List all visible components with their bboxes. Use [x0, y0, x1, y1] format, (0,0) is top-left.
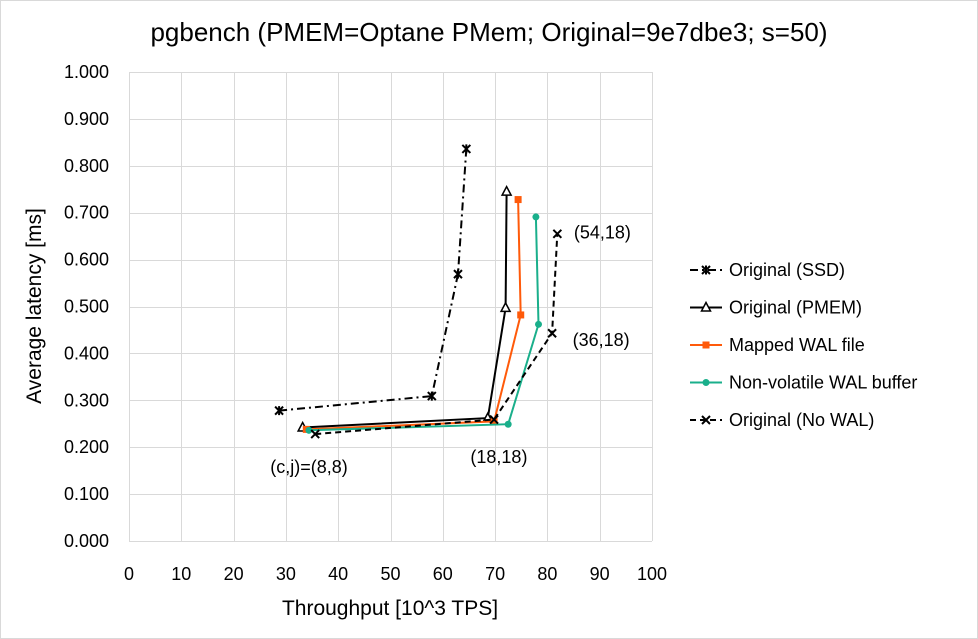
y-tick-label: 0.300: [64, 390, 109, 410]
point-annotation: (18,18): [470, 447, 527, 467]
data-point: [532, 213, 540, 221]
chart-title: pgbench (PMEM=Optane PMem; Original=9e7d…: [150, 17, 827, 47]
legend-entry: Mapped WAL file: [690, 335, 865, 355]
data-point: [490, 417, 498, 425]
plot-series: [274, 144, 563, 439]
legend: Original (SSD) Original (PMEM) Mapped WAL …: [690, 260, 917, 430]
y-tick-label: 0.200: [64, 437, 109, 457]
y-axis-title: Average latency [ms]: [23, 208, 46, 404]
x-tick-label: 80: [537, 564, 557, 584]
legend-marker: [700, 300, 712, 312]
point-annotation: (36,18): [573, 330, 630, 350]
legend-label: Original (PMEM): [729, 298, 862, 318]
data-point: [461, 144, 472, 154]
series-line: [306, 199, 522, 431]
y-tick-label: 0.400: [64, 343, 109, 363]
y-tick-label: 0.000: [64, 531, 109, 551]
legend-marker: [701, 265, 711, 275]
y-tick-label: 0.900: [64, 109, 109, 129]
data-point: [453, 269, 463, 279]
legend-marker: [702, 379, 710, 386]
data-point: [535, 320, 543, 328]
series-line: [315, 233, 559, 436]
data-point: [305, 426, 313, 434]
point-annotation: (c,j)=(8,8): [270, 457, 348, 477]
point-annotations: (c,j)=(8,8) (18,18) (36,18) (54,18): [270, 223, 631, 477]
point-annotation: (54,18): [574, 223, 631, 243]
legend-entry: Original (No WAL): [690, 410, 874, 430]
x-tick-label: 100: [637, 564, 667, 584]
legend-entry: Original (SSD): [690, 260, 845, 280]
series-line: [302, 191, 508, 429]
y-tick-label: 0.500: [64, 297, 109, 317]
data-point: [499, 301, 512, 313]
data-point: [500, 184, 513, 196]
series-group: [274, 144, 472, 416]
data-point: [489, 414, 499, 425]
x-tick-label: 0: [124, 564, 134, 584]
x-tick-label: 40: [328, 564, 348, 584]
data-point: [274, 405, 284, 416]
y-tick-label: 0.800: [64, 156, 109, 176]
legend-label: Original (SSD): [729, 260, 845, 280]
data-point: [517, 311, 525, 319]
data-point: [504, 420, 512, 428]
data-point: [547, 328, 557, 338]
series-group: [310, 229, 563, 439]
x-axis-title: Throughput [10^3 TPS]: [282, 597, 498, 620]
x-tick-label: 10: [171, 564, 191, 584]
legend-label: Mapped WAL file: [729, 335, 865, 355]
x-tick-label: 60: [433, 564, 453, 584]
x-tick-label: 70: [485, 564, 505, 584]
legend-label: Non-volatile WAL buffer: [729, 373, 917, 393]
legend-label: Original (No WAL): [729, 410, 874, 430]
legend-marker: [702, 341, 710, 349]
data-point: [310, 429, 320, 439]
y-tick-label: 0.700: [64, 203, 109, 223]
x-tick-label: 30: [276, 564, 296, 584]
x-tick-label: 20: [224, 564, 244, 584]
y-tick-label: 0.600: [64, 250, 109, 270]
series-line: [279, 148, 468, 412]
x-tick-label: 50: [380, 564, 400, 584]
y-tick-label: 1.000: [64, 62, 109, 82]
x-axis-tick-labels: 0 10 20 30 40 50 60 70 80 90 100: [124, 564, 667, 584]
gridlines: [129, 72, 653, 542]
x-tick-label: 90: [590, 564, 610, 584]
data-point: [427, 391, 437, 401]
y-tick-label: 0.100: [64, 484, 109, 504]
y-axis-tick-labels: 0.000 0.100 0.200 0.300 0.400 0.500 0.600 0.700…: [64, 62, 109, 551]
data-point: [552, 229, 563, 239]
legend-entry: Original (PMEM): [690, 298, 862, 318]
data-point: [514, 196, 522, 204]
legend-marker: [701, 415, 711, 425]
legend-entry: Non-volatile WAL buffer: [690, 373, 917, 393]
